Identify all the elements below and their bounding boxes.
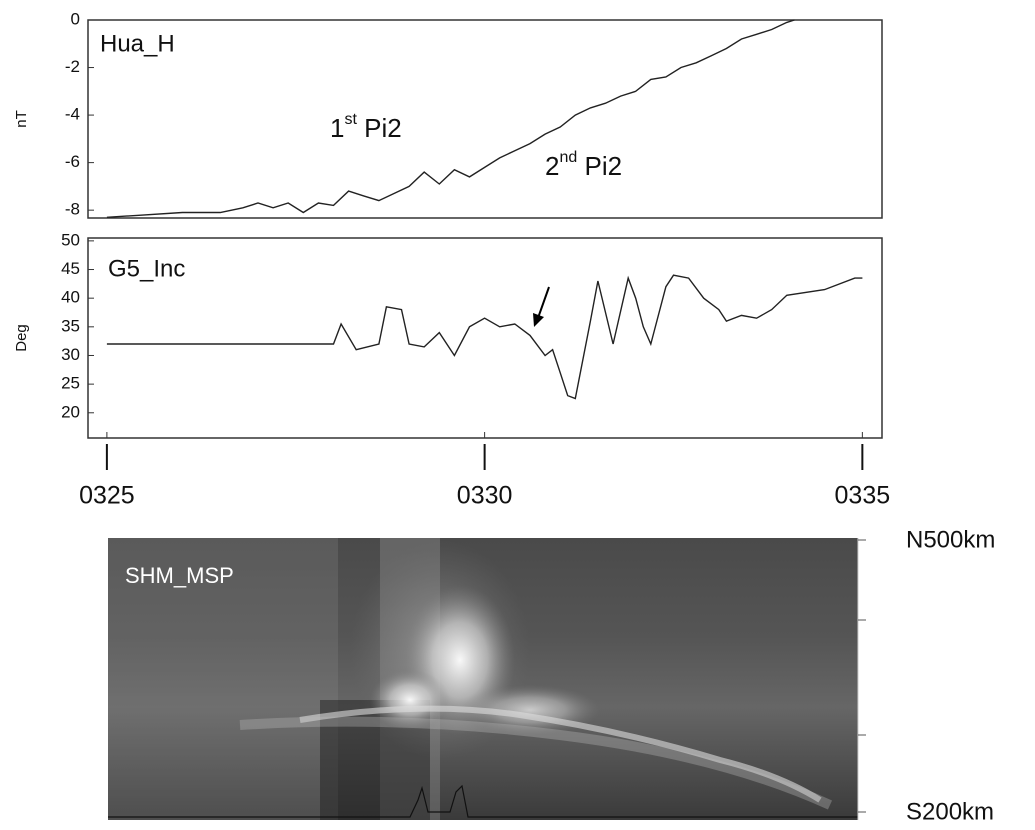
y-tick-label: -2 [65,57,80,76]
y-tick-label: -6 [65,152,80,171]
plot-frame [87,237,883,439]
y-tick-label: 20 [61,402,80,421]
annotation: 2nd Pi2 [545,149,622,181]
x-tick-label: 0330 [457,482,513,510]
annotation-suffix: Pi2 [577,151,622,181]
annotation-superscript: st [344,111,357,128]
plot-frame [87,19,883,219]
y-axis-label: nT [13,110,30,128]
y-axis-label: Deg [13,324,30,352]
y-tick-label: 45 [61,259,80,278]
annotation-text: 1 [330,113,344,143]
image-label: SHM_MSP [125,563,234,588]
arrow [533,286,550,327]
y-tick-label: 50 [61,230,80,249]
top-label: N500km [906,526,995,553]
data-line [106,19,795,218]
bottom-label: S200km [906,798,994,825]
y-tick-label: -8 [65,200,80,219]
y-tick-label: 40 [61,288,80,307]
x-tick-label: 0335 [835,482,891,510]
y-tick-label: 30 [61,345,80,364]
annotation-superscript: nd [559,149,577,166]
y-tick-label: -4 [65,105,80,124]
y-tick-label: 0 [71,9,80,28]
panel-label: Hua_H [100,30,175,57]
annotation-text: 2 [545,151,559,181]
y-tick-label: 35 [61,316,80,335]
image-panel: SHM_MSP [108,538,866,820]
y-tick-label: 25 [61,374,80,393]
annotation: 1st Pi2 [330,111,402,143]
x-tick-label: 0325 [79,482,135,510]
panel-label: G5_Inc [108,255,185,282]
annotation-suffix: Pi2 [357,113,402,143]
data-line [106,274,863,400]
